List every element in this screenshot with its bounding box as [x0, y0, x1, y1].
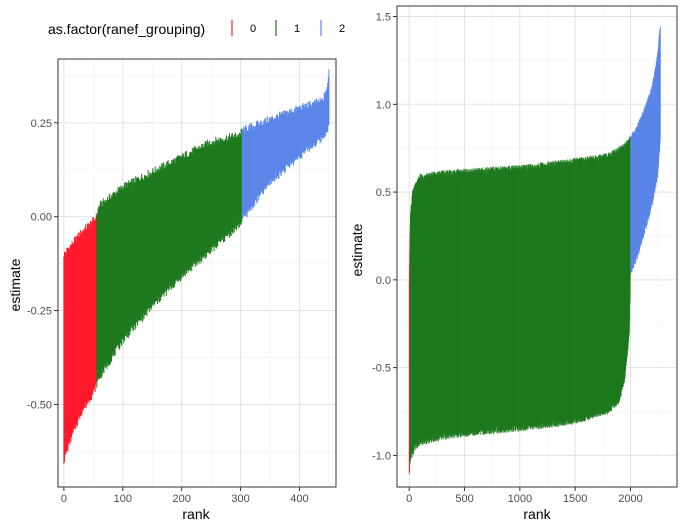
left-x-axis-title: rank — [182, 506, 210, 522]
right-y-axis-title: estimate — [349, 223, 365, 276]
right-panel-border — [396, 5, 678, 488]
left-panel-border — [57, 58, 337, 488]
right-x-axis-title: rank — [523, 506, 551, 522]
right-y-tick-label: -0.5 — [372, 363, 391, 375]
legend-key-1: 1 — [275, 20, 300, 36]
legend-title: as.factor(ranef_grouping) — [48, 21, 205, 37]
legend-label-2: 2 — [339, 23, 345, 35]
right-x-tick-label: 0 — [406, 493, 412, 505]
left-x-tick-label: 400 — [290, 493, 308, 505]
right-y-tick-label: 1.5 — [376, 12, 391, 24]
legend: as.factor(ranef_grouping) 0 1 2 — [48, 20, 345, 37]
left-x-tick-label: 200 — [173, 493, 191, 505]
right-y-tick-label: 0.5 — [376, 187, 391, 199]
left-x-tick-label: 0 — [61, 493, 67, 505]
left-x-tick-label: 300 — [231, 493, 249, 505]
legend-label-1: 1 — [294, 23, 300, 35]
legend-key-2: 2 — [320, 20, 345, 36]
right-y-tick-label: 0.0 — [376, 275, 391, 287]
right-x-tick-label: 1000 — [508, 493, 532, 505]
left-plot-panel: estimate rank 0 100 200 300 400 0.25 0.00 -0.25… — [7, 58, 337, 522]
left-y-axis-title: estimate — [7, 258, 23, 311]
left-group-1-ranges — [96, 128, 243, 388]
right-y-tick-label: -1.0 — [372, 450, 391, 462]
right-group-1-ranges — [409, 136, 631, 464]
right-line-ranges — [408, 25, 661, 475]
left-x-tick-label: 100 — [114, 493, 132, 505]
right-x-tick-label: 1500 — [563, 493, 587, 505]
left-group-0-ranges — [63, 213, 97, 464]
legend-key-0: 0 — [231, 20, 256, 36]
left-line-ranges — [63, 69, 330, 464]
left-y-tick-label: 0.00 — [31, 212, 52, 224]
right-group-2-ranges — [630, 25, 661, 273]
left-y-tick-label: 0.25 — [31, 118, 52, 130]
legend-label-0: 0 — [250, 23, 256, 35]
right-x-tick-label: 2000 — [618, 493, 642, 505]
right-x-tick-label: 500 — [455, 493, 473, 505]
left-y-tick-label: -0.25 — [27, 306, 52, 318]
right-plot-panel: estimate rank 0 500 1000 1500 2000 1.5 1.0 0.5 0… — [349, 5, 678, 522]
right-y-tick-label: 1.0 — [376, 99, 391, 111]
left-group-2-ranges — [241, 69, 330, 219]
left-y-tick-label: -0.50 — [27, 399, 52, 411]
